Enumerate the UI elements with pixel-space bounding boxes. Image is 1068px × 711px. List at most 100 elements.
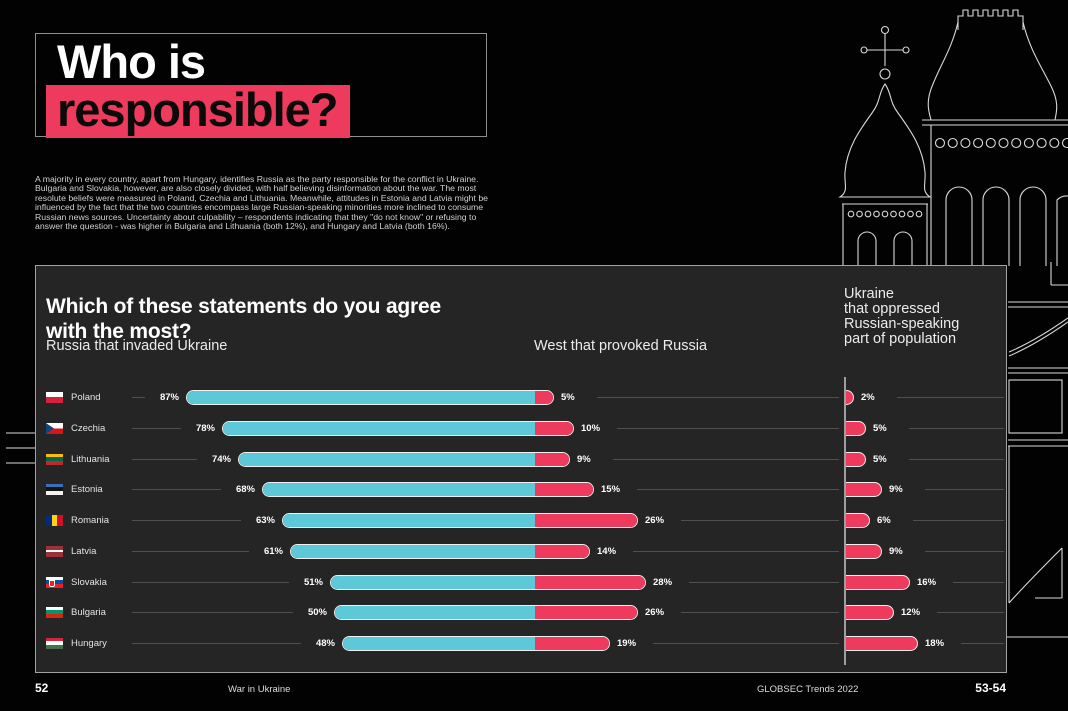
country-label: Romania	[71, 514, 110, 526]
page-title-line1: Who is	[57, 35, 206, 88]
bar-russia-west	[262, 481, 594, 497]
table-row: Bulgaria 50% 26% 12%	[36, 597, 1006, 627]
bar-west	[535, 513, 637, 527]
bar-ukraine	[846, 574, 910, 590]
value-russia: 63%	[255, 514, 275, 526]
value-ukraine: 9%	[889, 483, 903, 495]
table-row: Slovakia 51% 28% 16%	[36, 567, 1006, 597]
title-block: Who is responsible?	[35, 33, 487, 138]
bar-russia	[223, 421, 535, 435]
bar-russia-west	[342, 635, 610, 651]
row-guide-line	[132, 643, 301, 644]
value-ukraine: 16%	[917, 576, 937, 588]
row-guide-line	[633, 551, 839, 552]
chart-question: Which of these statements do you agree w…	[46, 295, 441, 343]
flag-romania-icon	[46, 514, 63, 526]
value-west: 5%	[561, 391, 575, 403]
row-guide-line	[897, 397, 1004, 398]
bar-west	[535, 482, 593, 496]
table-row: Poland 87% 5% 2%	[36, 382, 1006, 412]
value-russia: 68%	[235, 483, 255, 495]
bar-ukraine	[846, 604, 894, 620]
bar-russia-west	[282, 512, 638, 528]
column-header-west: West that provoked Russia	[534, 338, 708, 354]
row-guide-line	[132, 459, 197, 460]
column-header-ukraine: Ukraine that oppressed Russian-speaking …	[844, 286, 960, 347]
footer-section: War in Ukraine	[228, 684, 291, 695]
bar-ukraine	[846, 481, 882, 497]
value-west: 26%	[645, 606, 665, 618]
row-guide-line	[637, 489, 839, 490]
flag-slovakia-icon	[46, 576, 63, 588]
row-guide-line	[913, 520, 1004, 521]
country-label: Estonia	[71, 483, 103, 495]
footer-publication: GLOBSEC Trends 2022	[757, 684, 859, 695]
table-row: Czechia 78% 10% 5%	[36, 413, 1006, 443]
column-divider	[844, 377, 846, 665]
row-guide-line	[961, 643, 1004, 644]
flag-latvia-icon	[46, 545, 63, 557]
bar-russia-west	[238, 451, 570, 467]
row-guide-line	[925, 489, 1004, 490]
bar-russia-west	[186, 389, 554, 405]
country-label: Hungary	[71, 637, 107, 649]
country-label: Poland	[71, 391, 101, 403]
row-guide-line	[132, 520, 241, 521]
bar-russia	[239, 452, 535, 466]
row-guide-line	[617, 428, 839, 429]
bar-west	[535, 421, 573, 435]
row-guide-line	[132, 582, 289, 583]
row-guide-line	[132, 612, 293, 613]
row-guide-line	[681, 612, 839, 613]
row-guide-line	[653, 643, 839, 644]
row-guide-line	[937, 612, 1004, 613]
bar-ukraine	[846, 543, 882, 559]
value-ukraine: 5%	[873, 422, 887, 434]
bar-russia	[291, 544, 535, 558]
bar-ukraine	[846, 512, 870, 528]
row-guide-line	[132, 551, 249, 552]
value-ukraine: 5%	[873, 453, 887, 465]
row-guide-line	[689, 582, 839, 583]
value-west: 9%	[577, 453, 591, 465]
bar-ukraine	[846, 420, 866, 436]
intro-paragraph: A majority in every country, apart from …	[35, 173, 488, 232]
value-west: 19%	[617, 637, 637, 649]
value-west: 28%	[653, 576, 673, 588]
value-russia: 74%	[211, 453, 231, 465]
value-ukraine: 9%	[889, 545, 903, 557]
country-label: Latvia	[71, 545, 97, 557]
country-label: Lithuania	[71, 453, 110, 465]
value-russia: 51%	[303, 576, 323, 588]
bar-west	[535, 390, 553, 404]
column-header-russia: Russia that invaded Ukraine	[46, 338, 228, 354]
bar-russia-west	[222, 420, 574, 436]
table-row: Estonia 68% 15% 9%	[36, 474, 1006, 504]
flag-bulgaria-icon	[46, 606, 63, 618]
page-title-highlight: responsible?	[46, 85, 350, 138]
bar-west	[535, 452, 569, 466]
bar-russia-west	[334, 604, 638, 620]
value-russia: 61%	[263, 545, 283, 557]
flag-lithuania-icon	[46, 453, 63, 465]
flag-czechia-icon	[46, 422, 63, 434]
value-russia: 78%	[195, 422, 215, 434]
page-number-right: 53-54	[975, 681, 1006, 695]
bar-russia	[331, 575, 535, 589]
row-guide-line	[597, 397, 839, 398]
chart-rows: Poland 87% 5% 2% Czechia 78% 10% 5% Lithuania 74%…	[36, 266, 1006, 672]
row-guide-line	[681, 520, 839, 521]
chart-panel: Which of these statements do you agree w…	[35, 265, 1007, 673]
bar-ukraine	[846, 451, 866, 467]
row-guide-line	[132, 428, 181, 429]
bar-russia	[187, 390, 535, 404]
country-label: Slovakia	[71, 576, 107, 588]
bar-west	[535, 575, 645, 589]
row-guide-line	[132, 397, 145, 398]
row-guide-line	[132, 489, 221, 490]
flag-hungary-icon	[46, 637, 63, 649]
value-west: 10%	[581, 422, 601, 434]
bar-west	[535, 544, 589, 558]
table-row: Latvia 61% 14% 9%	[36, 536, 1006, 566]
